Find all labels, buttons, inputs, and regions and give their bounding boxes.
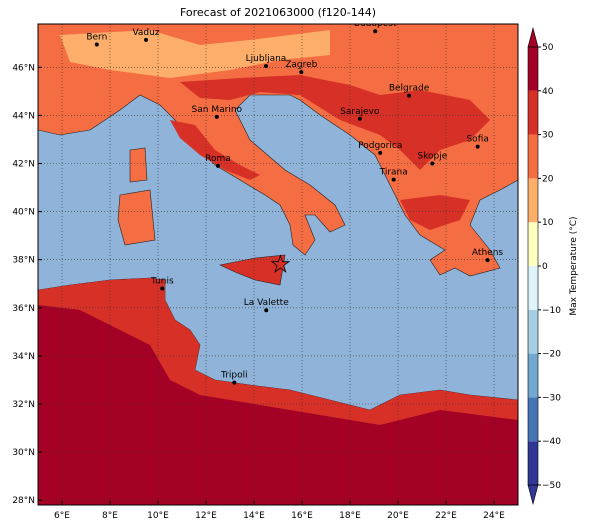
axes: 6°E 8°E 10°E 12°E 14°E 16°E 18°E 20°E 22°E 24°E 28…	[12, 63, 505, 521]
colorbar-tick-label: −50	[542, 481, 561, 491]
colorbar-bin	[528, 441, 538, 485]
city-label: Roma	[205, 154, 231, 164]
city-label: Vaduz	[132, 28, 159, 38]
colorbar-label: Max Temperature (°C)	[569, 216, 579, 315]
city-point	[216, 163, 220, 168]
x-tick-label: 8°E	[102, 511, 118, 521]
city-point	[299, 70, 304, 75]
city-label: Tirana	[379, 168, 408, 178]
x-tick-label: 10°E	[147, 511, 169, 521]
land-hot	[400, 195, 470, 230]
y-tick-label: 40°N	[12, 208, 35, 218]
city-point	[391, 177, 396, 182]
colorbar: −50 −40 −30 −20 −10 0 10 20 30 40 50	[527, 26, 561, 506]
map-frame	[37, 23, 519, 506]
city-point	[160, 286, 165, 291]
city-point	[485, 258, 490, 263]
colorbar-tick-label: −30	[542, 393, 561, 403]
y-tick-label: 44°N	[12, 111, 35, 121]
city-label: La Valette	[244, 298, 289, 308]
city-label: Ljubljana	[246, 54, 287, 64]
city-label: Sarajevo	[340, 107, 380, 117]
colorbar-bin	[528, 178, 538, 223]
city-label: Podgorica	[358, 141, 402, 151]
star-marker	[270, 254, 291, 273]
city-label: Sofia	[466, 135, 488, 145]
colorbar-bin	[528, 222, 538, 266]
x-tick-label: 12°E	[195, 511, 217, 521]
colorbar-bin	[528, 397, 538, 442]
y-tick-label: 34°N	[12, 352, 35, 362]
colorbar-bin	[528, 266, 538, 310]
city-point	[214, 114, 219, 119]
city-label: Zagreb	[285, 60, 317, 70]
x-tick-label: 6°E	[54, 511, 70, 521]
colorbar-tick-label: 0	[542, 262, 548, 272]
city-point	[373, 29, 378, 34]
city-label: Budapest	[354, 19, 397, 29]
sicily	[219, 254, 286, 286]
corsica	[129, 147, 148, 183]
city-point	[264, 308, 269, 313]
map-title: Forecast of 2021063000 (f120-144)	[180, 6, 376, 19]
colorbar-tick-label: 20	[542, 174, 554, 184]
x-tick-label: 20°E	[387, 511, 409, 521]
africa-coast	[38, 278, 518, 425]
colorbar-bin	[528, 134, 538, 179]
colorbar-tick-label: −40	[542, 437, 561, 447]
city-point	[94, 42, 99, 47]
city-point	[407, 93, 412, 98]
y-tick-label: 28°N	[12, 496, 35, 506]
colorbar-tick-label: −20	[542, 350, 561, 360]
city-point	[378, 150, 383, 155]
grid	[38, 24, 518, 505]
city-label: Skopje	[417, 151, 447, 161]
colorbar-bin	[528, 90, 538, 135]
colorbar-tick-label: 40	[542, 87, 554, 97]
colorbar-extend-bottom	[527, 484, 539, 506]
colorbar-bin	[528, 309, 538, 354]
colorbar-tick-label: 30	[542, 131, 554, 141]
colorbar-tick-label: −10	[542, 306, 561, 316]
y-tick-label: 36°N	[12, 304, 35, 314]
y-tick-label: 32°N	[12, 400, 35, 410]
city-label: Tunis	[150, 277, 174, 287]
city-point	[232, 380, 237, 385]
city-point	[430, 161, 435, 166]
x-tick-label: 14°E	[243, 511, 265, 521]
city-label: Belgrade	[389, 84, 430, 94]
city-label: Bern	[86, 32, 107, 42]
x-tick-label: 18°E	[339, 511, 361, 521]
land-hot	[170, 120, 260, 180]
x-tick-label: 24°E	[483, 511, 505, 521]
colorbar-tick-label: 10	[542, 218, 554, 228]
colorbar-bin	[528, 353, 538, 398]
x-tick-label: 22°E	[435, 511, 457, 521]
city-label: Tripoli	[220, 371, 248, 381]
city-point	[357, 116, 362, 121]
colorbar-tick-label: 50	[542, 43, 554, 53]
y-tick-label: 30°N	[12, 448, 35, 458]
city-point	[475, 144, 480, 149]
city-point	[144, 37, 148, 42]
city-label: San Marino	[192, 105, 243, 115]
colorbar-bin	[528, 47, 538, 91]
land-hot	[180, 75, 490, 170]
city-point	[264, 64, 268, 69]
sardinia	[117, 189, 156, 246]
colorbar-extend-top	[527, 26, 539, 48]
y-tick-label: 38°N	[12, 256, 35, 266]
x-tick-label: 16°E	[291, 511, 313, 521]
land-cool	[60, 30, 330, 78]
city-label: Athens	[472, 248, 503, 258]
y-tick-label: 42°N	[12, 159, 35, 169]
y-tick-label: 46°N	[12, 63, 35, 73]
